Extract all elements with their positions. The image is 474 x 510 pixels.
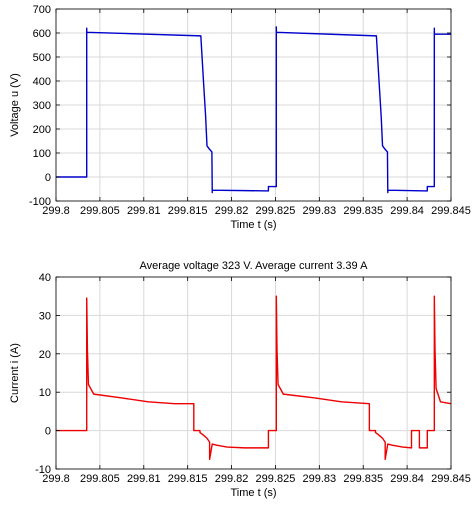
x-tick-label: 299.81 [127, 473, 161, 485]
y-tick-label: 100 [33, 148, 51, 160]
y-tick-label: 500 [33, 52, 51, 64]
y-tick-label: 400 [33, 76, 51, 88]
x-tick-label: 299.805 [80, 205, 120, 217]
y-axis-label: Current i (A) [9, 343, 21, 403]
x-tick-label: 299.805 [80, 473, 120, 485]
y-tick-label: 600 [33, 28, 51, 40]
series-line [56, 26, 451, 194]
axes-frame [55, 276, 452, 470]
y-tick-label: -100 [29, 196, 51, 208]
x-tick-label: 299.825 [256, 473, 296, 485]
y-tick-label: 200 [33, 124, 51, 136]
y-tick-label: 0 [45, 426, 51, 438]
x-axis-label: Time t (s) [230, 219, 276, 231]
plot-area [56, 277, 451, 469]
x-tick-label: 299.845 [431, 473, 471, 485]
x-tick-label: 299.82 [215, 205, 249, 217]
x-tick-label: 299.825 [256, 205, 296, 217]
x-tick-label: 299.82 [215, 473, 249, 485]
y-tick-label: 10 [39, 387, 51, 399]
y-tick-label: 20 [39, 349, 51, 361]
y-tick-label: 0 [45, 172, 51, 184]
series-line [56, 295, 452, 461]
x-tick-label: 299.83 [303, 205, 337, 217]
y-tick-label: 40 [39, 272, 51, 284]
y-tick-label: 300 [33, 100, 51, 112]
x-tick-label: 299.81 [127, 205, 161, 217]
y-tick-label: -10 [35, 464, 51, 476]
x-tick-label: 299.8 [42, 205, 70, 217]
x-tick-label: 299.815 [168, 473, 208, 485]
x-tick-label: 299.845 [431, 205, 471, 217]
x-tick-label: 299.835 [343, 473, 383, 485]
x-tick-label: 299.835 [343, 205, 383, 217]
x-axis-label: Time t (s) [230, 487, 276, 499]
x-tick-label: 299.84 [390, 473, 424, 485]
x-tick-label: 299.815 [168, 205, 208, 217]
y-axis-label: Voltage u (V) [9, 73, 21, 137]
x-tick-label: 299.84 [390, 205, 424, 217]
y-tick-label: 30 [39, 310, 51, 322]
chart-2: 299.8 299.805 299.81 299.815 299.82 299.825 29… [9, 260, 471, 499]
x-tick-label: 299.8 [42, 473, 70, 485]
y-tick-label: 700 [33, 4, 51, 16]
x-tick-label: 299.83 [303, 473, 337, 485]
chart-title: Average voltage 323 V. Average current 3… [140, 260, 369, 272]
chart-1: 299.8 299.805 299.81 299.815 299.82 299.825 29… [9, 4, 471, 231]
